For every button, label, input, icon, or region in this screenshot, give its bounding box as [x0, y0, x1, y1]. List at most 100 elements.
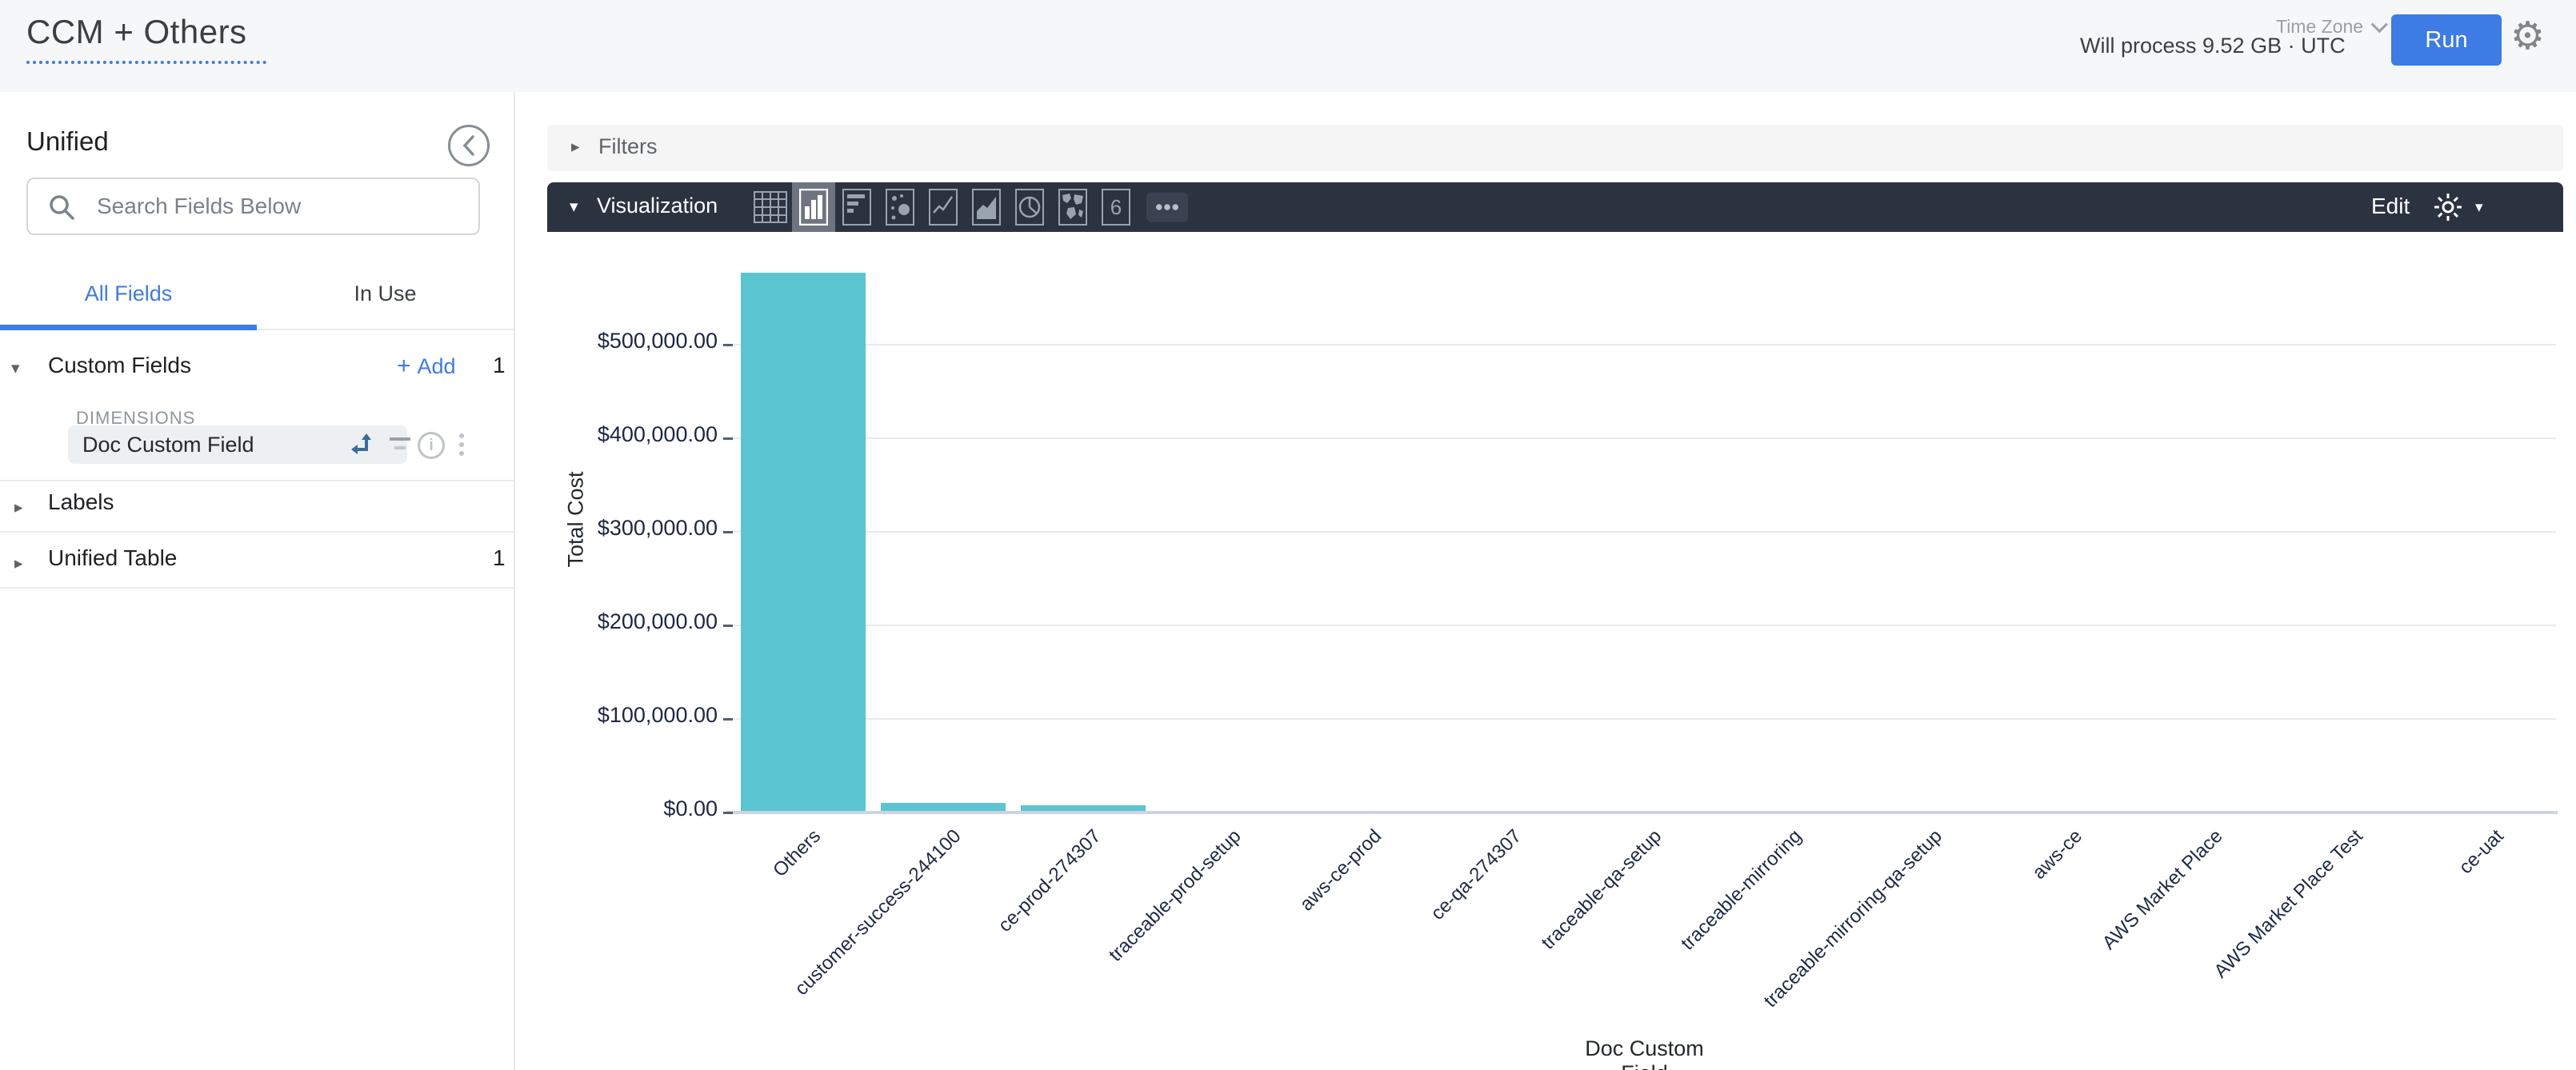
- section-custom-fields[interactable]: Custom Fields: [48, 353, 191, 377]
- more-icon: [1146, 192, 1189, 222]
- chart-type-pie[interactable]: [1008, 182, 1051, 232]
- process-info-text: Will process 9.52 GB · UTC: [2080, 34, 2346, 58]
- y-tick-mark: [723, 344, 733, 346]
- search-input[interactable]: [95, 184, 466, 229]
- x-category-label: Others: [768, 825, 825, 882]
- chart-type-column[interactable]: [792, 182, 835, 232]
- chevron-left-icon: [462, 135, 474, 156]
- x-category-label: aws-ce-prod: [1295, 825, 1386, 916]
- svg-text:6: 6: [1110, 195, 1122, 219]
- kebab-menu-icon[interactable]: [459, 429, 464, 460]
- scatter-chart-icon: [886, 189, 914, 226]
- sidebar-divider: [514, 92, 515, 1070]
- custom-fields-count: 1: [493, 353, 506, 377]
- y-tick-label: $100,000.00: [597, 703, 718, 727]
- field-name: Doc Custom Field: [82, 433, 254, 457]
- column-chart-icon: [799, 189, 828, 226]
- y-gridline: [733, 344, 2556, 345]
- bar-chart-icon: [842, 189, 871, 226]
- page-title[interactable]: CCM + Others: [26, 13, 247, 50]
- filters-expand-caret[interactable]: ▸: [571, 138, 580, 156]
- filter-icon[interactable]: [388, 435, 412, 454]
- custom-fields-expand-caret[interactable]: ▾: [11, 359, 20, 377]
- info-icon[interactable]: i: [418, 432, 445, 459]
- y-tick-label: $0.00: [663, 797, 718, 820]
- add-custom-field-button[interactable]: + Add: [397, 353, 456, 379]
- table-chart-icon: [754, 191, 787, 223]
- labels-expand-caret[interactable]: ▸: [14, 498, 23, 517]
- x-axis-zeroline: [726, 811, 2558, 814]
- visualization-bar: ▾ Visualization: [547, 182, 2563, 232]
- chart-type-line[interactable]: [922, 182, 965, 232]
- divider: [0, 587, 514, 589]
- chart-type-table[interactable]: [749, 182, 792, 232]
- view-name: Unified: [26, 126, 109, 156]
- bar-ce-prod-274307[interactable]: [1021, 804, 1146, 811]
- line-chart-icon: [929, 189, 958, 226]
- section-labels[interactable]: Labels: [48, 489, 114, 514]
- tab-in-use[interactable]: In Use: [354, 281, 417, 305]
- section-unified-table[interactable]: Unified Table: [48, 545, 178, 570]
- time-zone-dropdown[interactable]: Time Zone: [2276, 16, 2389, 38]
- chart-type-map[interactable]: [1051, 182, 1094, 232]
- x-category-label: aws-ce: [2028, 825, 2087, 884]
- title-editable-underline: [26, 61, 266, 64]
- viz-settings-caret[interactable]: ▾: [2475, 199, 2483, 216]
- chart-type-scatter[interactable]: [878, 182, 922, 232]
- x-category-label: AWS Market Place: [2098, 825, 2227, 954]
- active-tab-underline: [0, 325, 257, 330]
- bar-chart: $0.00 $100,000.00 $200,000.00 $300,000.00 $4…: [0, 232, 2576, 1070]
- tab-row-border: [0, 329, 514, 330]
- y-tick-label: $300,000.00: [597, 516, 718, 540]
- filters-bar[interactable]: ▸ Filters: [547, 125, 2563, 171]
- y-tick-mark: [723, 531, 733, 533]
- run-button[interactable]: Run: [2391, 14, 2502, 66]
- pivot-icon[interactable]: [350, 432, 377, 459]
- chart-type-toolbar: 6: [749, 182, 1189, 232]
- tab-all-fields[interactable]: All Fields: [84, 281, 173, 305]
- area-chart-icon: [972, 189, 1001, 226]
- x-category-label: AWS Market Place Test: [2210, 825, 2368, 983]
- chart-type-area[interactable]: [965, 182, 1008, 232]
- x-category-label: ce-qa-274307: [1426, 825, 1526, 924]
- field-doc-custom-field[interactable]: Doc Custom Field: [68, 425, 410, 464]
- divider: [0, 531, 514, 533]
- top-header: CCM + Others Time Zone Will process 9.52…: [0, 0, 2576, 92]
- divider: [0, 480, 514, 481]
- single-value-icon: 6: [1102, 189, 1130, 226]
- bar-customer-success-244100[interactable]: [880, 803, 1006, 811]
- search-box[interactable]: [26, 178, 480, 235]
- y-tick-mark: [723, 718, 733, 721]
- y-tick-mark: [723, 812, 733, 814]
- map-chart-icon: [1058, 189, 1087, 226]
- visualization-collapse-caret[interactable]: ▾: [570, 198, 578, 216]
- gear-icon[interactable]: ⚙: [2510, 15, 2546, 58]
- chevron-down-icon: [2370, 16, 2389, 34]
- y-gridline: [733, 625, 2556, 626]
- edit-button[interactable]: Edit: [2371, 194, 2410, 218]
- collapse-sidebar-button[interactable]: [448, 125, 490, 166]
- y-tick-label: $500,000.00: [597, 329, 718, 353]
- bar-others[interactable]: [740, 273, 866, 811]
- x-category-label: customer-success-244100: [790, 825, 966, 1000]
- y-tick-mark: [723, 625, 733, 627]
- visualization-label: Visualization: [597, 194, 718, 218]
- chart-type-bar[interactable]: [835, 182, 878, 232]
- chart-type-more[interactable]: [1146, 182, 1189, 232]
- x-category-label: ce-prod-274307: [994, 825, 1106, 936]
- y-tick-label: $200,000.00: [597, 609, 718, 633]
- viz-settings-gear-icon[interactable]: [2432, 191, 2464, 223]
- y-tick-mark: [723, 437, 733, 440]
- y-axis-title: Total Cost: [563, 470, 588, 568]
- unified-table-expand-caret[interactable]: ▸: [14, 554, 23, 573]
- x-category-label: traceable-qa-setup: [1537, 825, 1666, 954]
- chart-type-single-value[interactable]: 6: [1094, 182, 1138, 232]
- y-gridline: [733, 531, 2556, 533]
- plus-icon: +: [397, 353, 411, 379]
- x-category-label: ce-uat: [2454, 825, 2508, 879]
- x-category-label: traceable-mirroring: [1677, 825, 1806, 955]
- y-gridline: [733, 437, 2556, 439]
- x-axis-title: Doc Custom Field: [1585, 1036, 1704, 1070]
- y-tick-label: $400,000.00: [597, 422, 718, 446]
